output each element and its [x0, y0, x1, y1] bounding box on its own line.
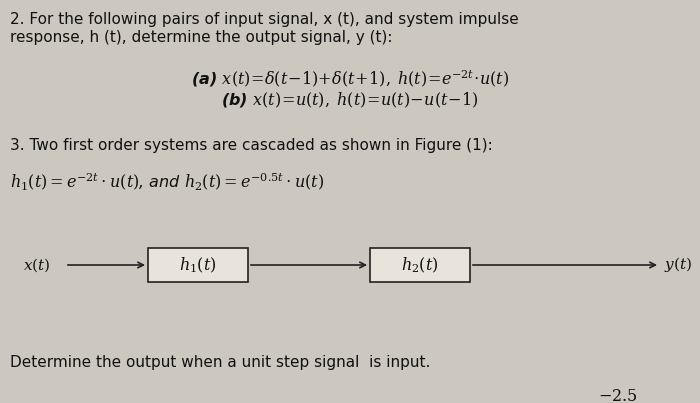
Text: $h_1(t)$: $h_1(t)$	[179, 255, 217, 275]
Text: (a) $x(t)\!=\!\delta(t\!-\!1)\!+\!\delta(t\!+\!1),\; h(t)\!=\!e^{-2t}\!\cdot\! u: (a) $x(t)\!=\!\delta(t\!-\!1)\!+\!\delta…	[191, 68, 509, 89]
Text: response, h (t), determine the output signal, y (t):: response, h (t), determine the output si…	[10, 30, 393, 45]
Text: Determine the output when a unit step signal  is input.: Determine the output when a unit step si…	[10, 355, 430, 370]
Text: $h_1(t) = e^{-2t}\cdot u(t)$, and $h_2(t) = e^{-0.5t}\cdot u(t)$: $h_1(t) = e^{-2t}\cdot u(t)$, and $h_2(t…	[10, 172, 324, 193]
Text: $h_2(t)$: $h_2(t)$	[401, 255, 439, 275]
Bar	[370, 248, 470, 282]
Text: (b) $x(t)\!=\!u(t),\; h(t)\!=\!u(t)\!-\!u(t\!-\!1)$: (b) $x(t)\!=\!u(t),\; h(t)\!=\!u(t)\!-\!…	[221, 91, 479, 110]
Text: 3. Two first order systems are cascaded as shown in Figure (1):: 3. Two first order systems are cascaded …	[10, 138, 493, 153]
Bar	[148, 248, 248, 282]
Text: 2. For the following pairs of input signal, x (t), and system impulse: 2. For the following pairs of input sign…	[10, 12, 519, 27]
Text: $-2.5$: $-2.5$	[598, 388, 638, 403]
Text: $x(t)$: $x(t)$	[22, 256, 50, 274]
Text: $y(t)$: $y(t)$	[664, 256, 692, 274]
